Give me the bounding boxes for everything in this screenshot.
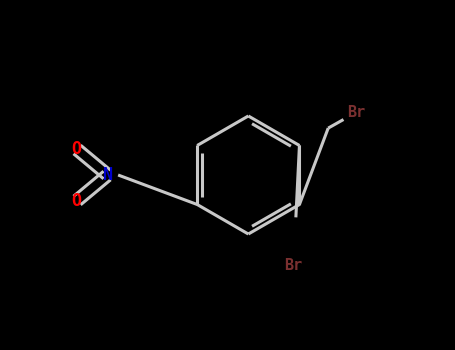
Text: O: O <box>71 192 81 210</box>
Text: O: O <box>71 140 81 158</box>
Text: Br: Br <box>347 105 365 120</box>
Text: N: N <box>103 166 113 184</box>
Text: Br: Br <box>284 258 303 273</box>
